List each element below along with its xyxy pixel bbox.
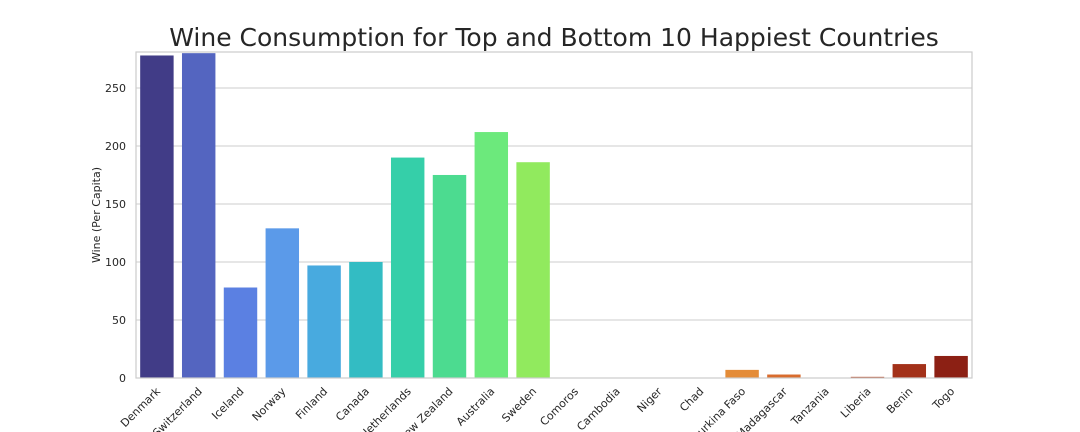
x-tick-label: Canada <box>333 385 372 424</box>
x-tick-label: Sweden <box>499 385 539 425</box>
y-tick-labels: 0 50 100 150 200 250 <box>105 82 126 385</box>
y-axis-label: Wine (Per Capita) <box>90 167 103 263</box>
x-tick-label: Australia <box>454 385 498 429</box>
bar-canada <box>349 261 383 378</box>
bar-iceland <box>223 287 258 378</box>
y-tick-label: 100 <box>105 256 126 269</box>
x-tick-label: Norway <box>250 385 289 424</box>
bar-madagascar <box>767 374 801 378</box>
y-tick-label: 150 <box>105 198 126 211</box>
bar-australia <box>474 132 509 378</box>
bar-togo <box>934 355 968 378</box>
y-gridlines <box>136 87 972 379</box>
x-tick-label: Iceland <box>209 385 246 422</box>
x-tick-label: Finland <box>293 385 330 422</box>
bar-finland <box>307 265 341 378</box>
chart-title: Wine Consumption for Top and Bottom 10 H… <box>169 23 938 52</box>
x-tick-label: Togo <box>929 385 957 413</box>
x-tick-label: Chad <box>677 385 706 414</box>
y-tick-label: 50 <box>112 314 126 327</box>
bar-burkina-faso <box>725 369 759 378</box>
bar-new-zealand <box>432 174 467 378</box>
bar-denmark <box>140 55 174 378</box>
y-tick-label: 200 <box>105 140 126 153</box>
y-tick-label: 0 <box>119 372 126 385</box>
bar-sweden <box>516 162 550 378</box>
bar-netherlands <box>390 157 425 378</box>
x-tick-label: Liberia <box>838 385 874 421</box>
bar-switzerland <box>181 53 216 378</box>
x-tick-label: Tanzania <box>788 385 832 429</box>
x-tick-label: Niger <box>635 385 665 415</box>
y-tick-label: 250 <box>105 82 126 95</box>
bar-benin <box>892 364 927 378</box>
x-tick-label: Benin <box>884 385 915 416</box>
bars <box>140 53 968 378</box>
bar-norway <box>265 228 300 378</box>
plot-frame <box>135 51 973 379</box>
x-tick-label: Cambodia <box>574 385 623 432</box>
x-tick-label: Comoros <box>537 385 581 429</box>
